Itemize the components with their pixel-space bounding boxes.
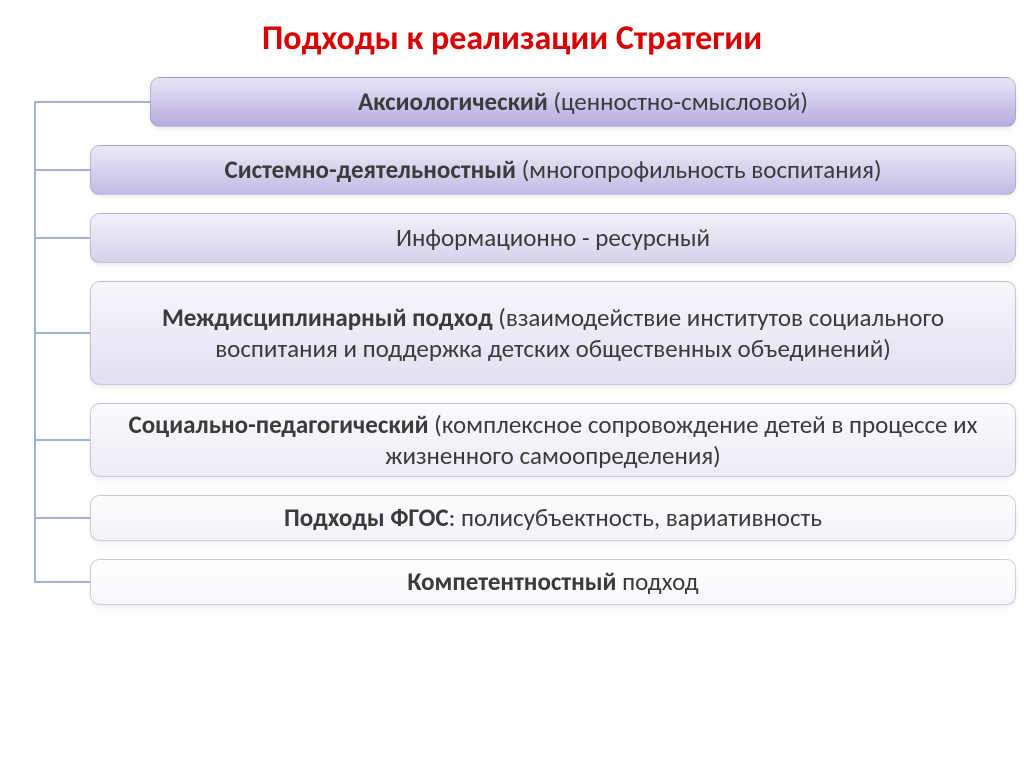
- approach-box-4-segment-0: Социально-педагогический: [129, 409, 435, 440]
- approach-row-3: Междисциплинарный подход (взаимодействие…: [34, 281, 1016, 385]
- approach-box-1-segment-1: (многопрофильность воспитания): [522, 154, 882, 185]
- connector-0: [34, 77, 150, 127]
- approach-box-0: Аксиологический (ценностно-смысловой): [150, 77, 1016, 127]
- connector-3: [34, 281, 90, 385]
- approach-box-2-segment-0: Информационно - ресурсный: [396, 222, 710, 253]
- approach-box-4: Социально-педагогический (комплексное со…: [90, 403, 1016, 477]
- approach-row-5: Подходы ФГОС: полисубъектность, вариатив…: [34, 495, 1016, 541]
- approach-row-4: Социально-педагогический (комплексное со…: [34, 403, 1016, 477]
- approach-row-1: Системно-деятельностный (многопрофильнос…: [34, 145, 1016, 195]
- approach-box-6-segment-1: подход: [622, 566, 699, 597]
- connector-5: [34, 495, 90, 541]
- approach-row-6: Компетентностный подход: [34, 559, 1016, 605]
- approach-box-2: Информационно - ресурсный: [90, 213, 1016, 263]
- approach-box-text-1: Системно-деятельностный (многопрофильнос…: [224, 154, 881, 185]
- approach-box-text-0: Аксиологический (ценностно-смысловой): [358, 86, 808, 117]
- approach-box-text-2: Информационно - ресурсный: [396, 222, 710, 253]
- page-title: Подходы к реализации Стратегии: [0, 0, 1024, 67]
- approach-box-0-segment-1: (ценностно-смысловой): [553, 86, 808, 117]
- approach-diagram: Аксиологический (ценностно-смысловой) Сис…: [0, 77, 1024, 605]
- approach-box-6-segment-0: Компетентностный: [407, 566, 622, 597]
- approach-box-text-4: Социально-педагогический (комплексное со…: [113, 409, 993, 472]
- approach-box-5-segment-1: : полисубъектность, вариативность: [449, 502, 822, 533]
- approach-row-2: Информационно - ресурсный: [34, 213, 1016, 263]
- approach-box-5: Подходы ФГОС: полисубъектность, вариатив…: [90, 495, 1016, 541]
- connector-6: [34, 559, 90, 605]
- connector-4: [34, 403, 90, 477]
- approach-box-text-6: Компетентностный подход: [407, 566, 698, 597]
- approach-box-3-segment-0: Междисциплинарный подход: [162, 302, 498, 333]
- approach-box-4-segment-1: (комплексное сопровождение детей в проце…: [385, 409, 977, 471]
- approach-box-text-5: Подходы ФГОС: полисубъектность, вариатив…: [284, 502, 822, 533]
- approach-box-text-3: Междисциплинарный подход (взаимодействие…: [113, 302, 993, 365]
- approach-row-0: Аксиологический (ценностно-смысловой): [34, 77, 1016, 127]
- approach-box-1: Системно-деятельностный (многопрофильнос…: [90, 145, 1016, 195]
- approach-box-0-segment-0: Аксиологический: [358, 86, 553, 117]
- connector-1: [34, 145, 90, 195]
- approach-box-5-segment-0: Подходы ФГОС: [284, 502, 449, 533]
- approach-box-6: Компетентностный подход: [90, 559, 1016, 605]
- approach-box-1-segment-0: Системно-деятельностный: [224, 154, 521, 185]
- connector-2: [34, 213, 90, 263]
- approach-box-3: Междисциплинарный подход (взаимодействие…: [90, 281, 1016, 385]
